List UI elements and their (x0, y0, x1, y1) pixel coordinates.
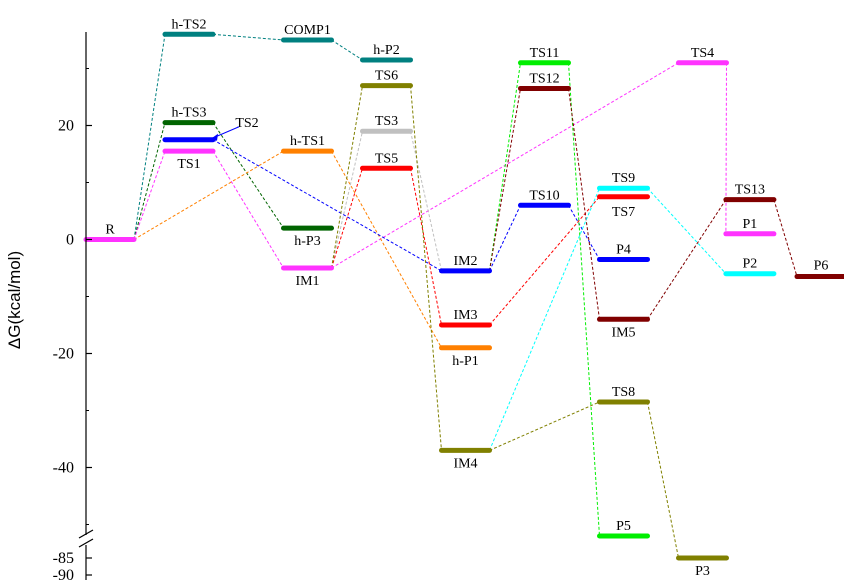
label-TS8: TS8 (612, 385, 635, 400)
label-TS5: TS5 (375, 151, 398, 166)
label-P4: P4 (616, 242, 631, 257)
connector-line (647, 401, 679, 559)
label-IM3: IM3 (453, 308, 477, 323)
connector-line (212, 33, 284, 41)
label-TS2: TS2 (235, 116, 258, 131)
y-tick-label: 0 (66, 232, 74, 249)
y-tick-label: -40 (53, 460, 74, 477)
label-TS12: TS12 (529, 71, 559, 86)
connector-line (212, 150, 284, 269)
y-tick-label: -20 (53, 346, 74, 363)
label-IM5: IM5 (611, 325, 635, 340)
label-TS4: TS4 (691, 46, 714, 61)
connector-lines (133, 33, 798, 559)
label-IM4: IM4 (453, 456, 477, 471)
connector-line (773, 199, 798, 277)
connector-line (489, 401, 600, 451)
connector-line (568, 205, 600, 260)
state-labels: Rh-TS2 h-TS3 TS2 TS1 COMP1 h-TS1 h-P3 IM1 h-P2 TS… (105, 17, 828, 579)
connector-line (133, 150, 284, 240)
label-P5: P5 (616, 519, 631, 534)
label-hTS2: h-TS2 (172, 17, 207, 32)
connector-line (489, 88, 521, 271)
energy-levels (83, 31, 844, 561)
label-hTS3: h-TS3 (172, 106, 207, 121)
connector-line (133, 34, 166, 240)
connector-line (133, 122, 166, 240)
connector-line (331, 150, 442, 349)
connector-line (647, 199, 727, 320)
connector-line (331, 168, 363, 269)
connector-line (489, 62, 521, 271)
label-P3: P3 (695, 564, 710, 579)
label-hTS1: h-TS1 (290, 134, 325, 149)
label-TS11: TS11 (530, 46, 560, 61)
arrow-head-icon (211, 133, 218, 141)
label-TS3: TS3 (375, 114, 398, 129)
connector-line (647, 187, 727, 275)
label-TS6: TS6 (375, 69, 398, 84)
label-hP2: h-P2 (373, 43, 399, 58)
connector-line (212, 139, 442, 272)
y-axis-title: ΔG(kcal/mol) (5, 251, 24, 349)
label-P1: P1 (743, 217, 758, 232)
connector-line (725, 62, 727, 234)
label-TS9: TS9 (612, 171, 635, 186)
connector-line (489, 188, 600, 451)
label-hP1: h-P1 (452, 354, 478, 369)
connector-line (489, 205, 521, 272)
label-TS10: TS10 (529, 188, 559, 203)
connector-line (331, 131, 363, 269)
label-TS7: TS7 (612, 205, 635, 220)
label-hP3: h-P3 (294, 234, 320, 249)
label-IM2: IM2 (453, 254, 477, 269)
axis-break-mark (78, 529, 94, 539)
connector-line (568, 88, 600, 320)
connector-line (212, 122, 284, 229)
y-axis (78, 32, 94, 580)
connector-line (489, 196, 600, 326)
y-tick-label: -85 (53, 550, 74, 567)
y-axis-ticks: 20 0 -20 -40 -85-90 (53, 68, 92, 584)
connector-line (410, 168, 442, 326)
connector-line (331, 39, 363, 61)
label-P2: P2 (743, 257, 758, 272)
connector-line (568, 62, 600, 537)
label-TS13: TS13 (735, 183, 765, 198)
label-COMP1: COMP1 (284, 23, 331, 38)
y-tick-label: -90 (53, 567, 74, 584)
label-IM1: IM1 (295, 274, 319, 289)
y-tick-label: 20 (58, 118, 74, 135)
connector-line (410, 131, 442, 271)
label-P6: P6 (814, 259, 829, 274)
connector-line (410, 85, 442, 451)
label-TS1: TS1 (177, 157, 200, 172)
connector-line (133, 150, 166, 240)
axis-break-mark (78, 538, 94, 548)
connector-line (331, 85, 363, 269)
label-R: R (105, 223, 115, 238)
annotations (210, 126, 240, 141)
